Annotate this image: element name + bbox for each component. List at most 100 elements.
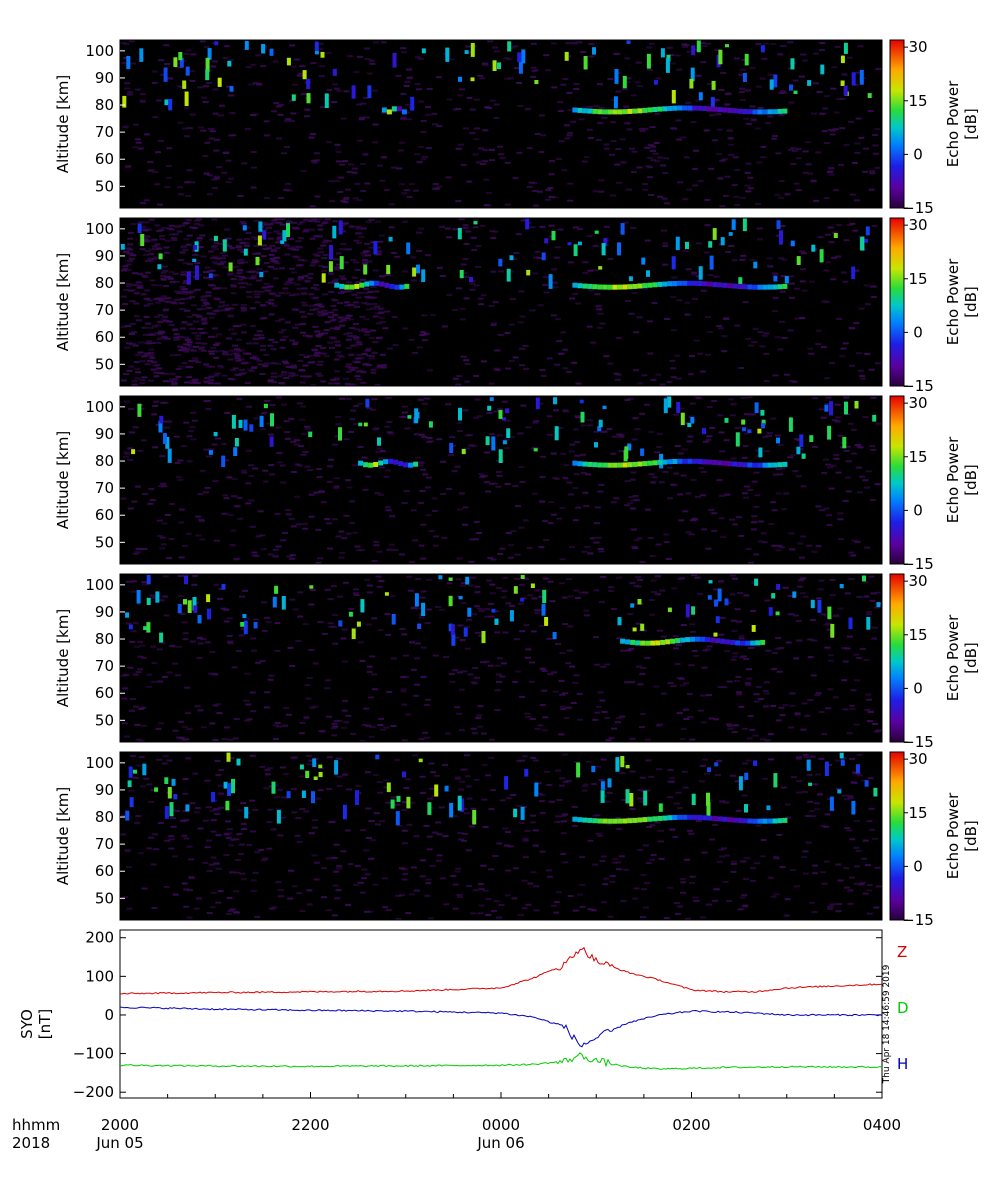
echo-cell bbox=[597, 109, 603, 115]
echo-pixel bbox=[299, 764, 304, 770]
echo-pixel bbox=[600, 790, 605, 803]
echo-cell bbox=[722, 816, 728, 822]
echo-pixel bbox=[788, 417, 793, 432]
echo-pixel bbox=[211, 791, 216, 803]
series-h-line bbox=[119, 1006, 883, 1048]
echo-pixel bbox=[214, 41, 219, 46]
colorbar-gradient bbox=[890, 40, 904, 208]
echo-pixel bbox=[225, 800, 230, 811]
echo-pixel bbox=[489, 397, 494, 401]
echo-pixel bbox=[718, 49, 723, 65]
echo-pixel bbox=[601, 243, 606, 256]
time-tick-label: 2000 bbox=[101, 1116, 139, 1134]
echo-cell bbox=[642, 461, 648, 467]
echo-cell bbox=[687, 105, 693, 111]
echo-pixel bbox=[513, 808, 518, 818]
echo-cell bbox=[368, 462, 374, 468]
echo-cell bbox=[612, 462, 618, 468]
echo-pixel bbox=[120, 243, 125, 250]
echo-pixel bbox=[876, 602, 881, 608]
echo-pixel bbox=[806, 759, 811, 771]
background-noise bbox=[120, 396, 882, 564]
echo-pixel bbox=[306, 78, 311, 89]
echo-cell bbox=[642, 283, 648, 289]
echo-pixel bbox=[738, 277, 743, 289]
echo-cell bbox=[622, 462, 628, 468]
echo-pixel bbox=[276, 809, 281, 824]
echo-pixel bbox=[811, 244, 816, 252]
echo-pixel bbox=[839, 752, 844, 759]
echo-pixel bbox=[513, 586, 518, 594]
echo-pixel bbox=[269, 436, 274, 447]
echo-cell bbox=[732, 817, 738, 823]
echo-pixel bbox=[776, 220, 781, 229]
echo-pixel bbox=[675, 236, 680, 251]
echo-pixel bbox=[457, 795, 462, 811]
echo-pixel bbox=[193, 605, 198, 613]
echo-cell bbox=[732, 461, 738, 467]
echo-cell bbox=[702, 106, 708, 111]
echo-pixel bbox=[793, 90, 798, 94]
echo-pixel bbox=[314, 50, 319, 55]
echo-pixel bbox=[458, 76, 462, 82]
echo-pixel bbox=[414, 593, 419, 607]
echo-cell bbox=[747, 818, 753, 824]
echo-pixel bbox=[309, 585, 314, 589]
echo-cell bbox=[334, 282, 340, 288]
echo-pixel bbox=[233, 447, 238, 456]
echo-pixel bbox=[384, 592, 389, 596]
colorbar: −15 0 15 30 Echo Power [dB] bbox=[889, 394, 980, 573]
echo-cell bbox=[572, 282, 578, 288]
y-tick-label: 80 bbox=[95, 452, 114, 470]
echo-layer bbox=[572, 814, 788, 824]
echo-pixel bbox=[602, 405, 607, 409]
y-tick-label: 70 bbox=[95, 479, 114, 497]
echo-pixel bbox=[213, 432, 218, 437]
echo-pixel bbox=[690, 67, 695, 82]
echo-pixel bbox=[576, 762, 581, 778]
y-tick-label: 100 bbox=[85, 576, 114, 594]
echo-pixel bbox=[205, 57, 210, 73]
colorbar-tick-label: −15 bbox=[902, 733, 934, 751]
y-tick-label: 90 bbox=[95, 603, 114, 621]
echo-pixel bbox=[249, 424, 254, 432]
echo-pixel bbox=[725, 44, 729, 48]
echo-pixel bbox=[598, 266, 603, 270]
echo-pixel bbox=[862, 575, 866, 582]
echo-pixel bbox=[753, 261, 758, 269]
echo-cell bbox=[665, 639, 671, 645]
echo-pixel bbox=[494, 618, 499, 625]
echo-cell bbox=[577, 817, 583, 823]
echo-cell bbox=[657, 106, 663, 112]
echo-pixel bbox=[690, 417, 695, 424]
echo-cell bbox=[697, 105, 703, 111]
echo-pixel bbox=[177, 603, 182, 614]
echo-pixel bbox=[498, 258, 503, 267]
echo-pixel bbox=[162, 433, 167, 444]
echo-pixel bbox=[412, 267, 417, 277]
echo-pixel bbox=[790, 240, 795, 247]
echo-cell bbox=[675, 638, 681, 644]
y-tick-label: 50 bbox=[95, 889, 114, 907]
panel-frame bbox=[119, 573, 883, 743]
echo-cell bbox=[742, 284, 748, 290]
echo-cell bbox=[737, 108, 743, 114]
y-tick-label: 50 bbox=[95, 533, 114, 551]
colorbar-tick-label: 30 bbox=[908, 394, 927, 412]
echo-cell bbox=[358, 460, 364, 466]
echo-pixel bbox=[367, 85, 372, 99]
echo-pixel bbox=[754, 402, 759, 414]
panel-frame bbox=[119, 751, 883, 921]
echo-pixel bbox=[487, 405, 492, 411]
colorbar-tick-label: 30 bbox=[908, 216, 927, 234]
colorbar-unit: [dB] bbox=[962, 286, 980, 318]
echo-pixel bbox=[417, 623, 422, 629]
echo-pixel bbox=[208, 273, 213, 278]
echo-pixel bbox=[630, 603, 635, 608]
echo-pixel bbox=[127, 780, 132, 788]
echo-pixel bbox=[789, 84, 793, 91]
echo-cell bbox=[707, 815, 713, 821]
colorbar-unit: [dB] bbox=[962, 464, 980, 496]
echo-panel-1: 50 60 70 80 90 100 Altitude [km] −15 0 15 30 Echo P… bbox=[54, 38, 980, 217]
echo-cell bbox=[637, 108, 643, 114]
